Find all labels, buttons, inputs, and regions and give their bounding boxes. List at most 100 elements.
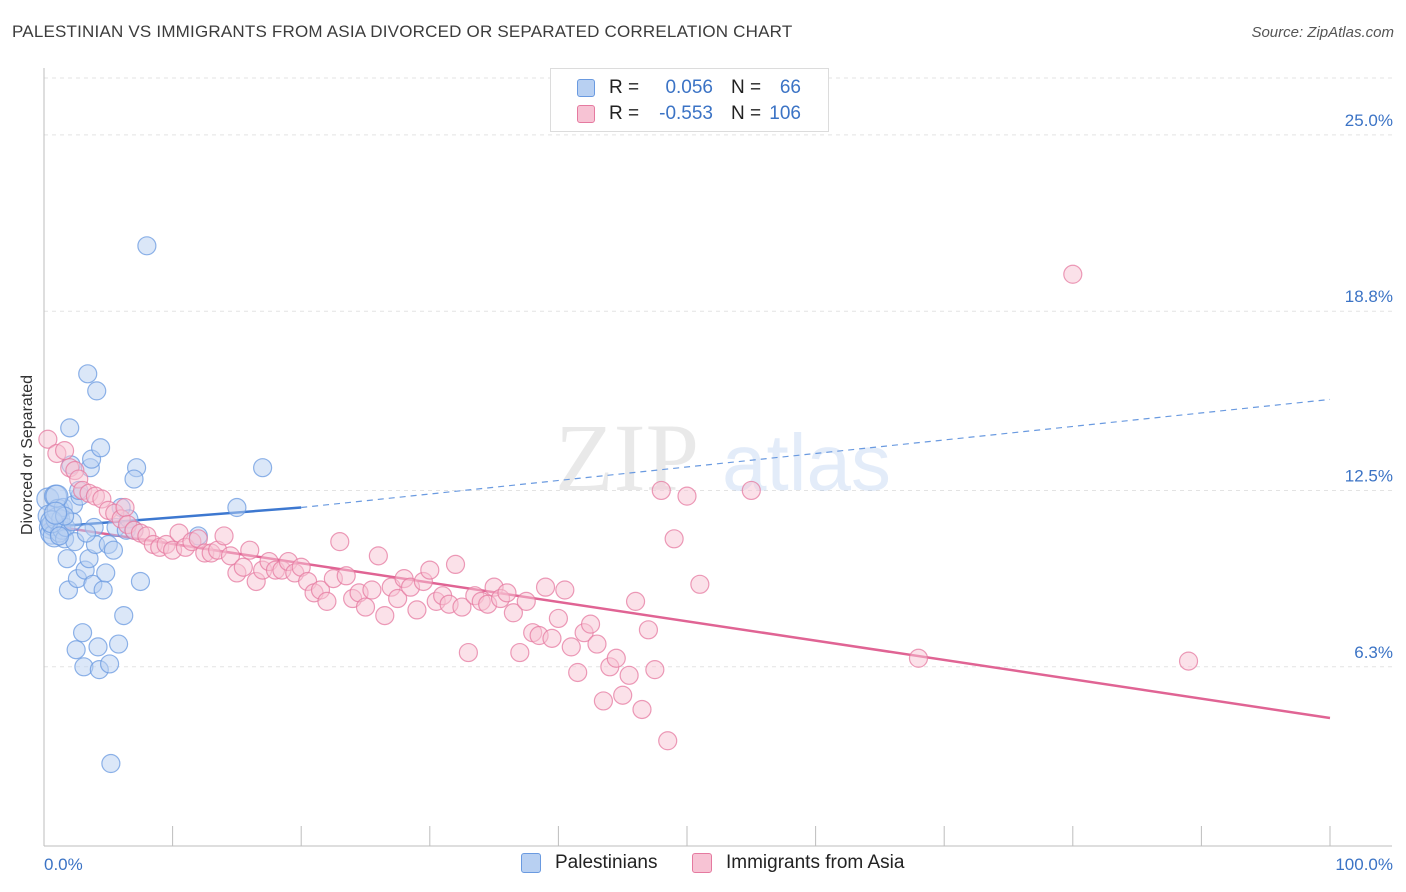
data-points — [36, 236, 1199, 774]
point-immigrants-asia — [388, 588, 408, 609]
point-palestinians — [72, 623, 93, 643]
axes — [43, 68, 1392, 847]
legend-swatch-immigrants-asia — [692, 853, 712, 873]
point-palestinians — [96, 563, 116, 583]
legend-swatch-palestinians — [577, 79, 595, 97]
point-palestinians — [103, 540, 124, 560]
point-immigrants-asia — [632, 699, 652, 720]
point-immigrants-asia — [568, 662, 588, 683]
point-immigrants-asia — [741, 480, 761, 501]
chart-title: PALESTINIAN VS IMMIGRANTS FROM ASIA DIVO… — [12, 22, 793, 41]
y-tick-label: 25.0% — [1345, 111, 1393, 130]
point-immigrants-asia — [677, 486, 697, 506]
point-palestinians — [66, 640, 86, 660]
tick-labels: 6.3% 12.5% 18.8% 25.0% 0.0% 100.0% — [44, 111, 1393, 874]
point-immigrants-asia — [613, 685, 633, 705]
grid-lines — [44, 77, 1392, 668]
legend-label-palestinians: Palestinians — [555, 852, 658, 873]
point-palestinians — [99, 654, 120, 674]
point-palestinians — [253, 458, 273, 478]
point-palestinians — [87, 381, 107, 401]
point-immigrants-asia — [317, 591, 337, 611]
point-immigrants-asia — [54, 441, 75, 461]
point-immigrants-asia — [330, 532, 350, 552]
point-immigrants-asia — [645, 660, 665, 680]
point-immigrants-asia — [651, 480, 671, 501]
point-immigrants-asia — [452, 597, 472, 617]
source-label: Source: ZipAtlas.com — [1251, 24, 1394, 41]
point-immigrants-asia — [1063, 264, 1083, 284]
x-tick-label-start: 0.0% — [44, 855, 83, 874]
point-immigrants-asia — [220, 546, 241, 566]
point-immigrants-asia — [535, 577, 556, 597]
legend-swatch-immigrants-asia — [577, 105, 595, 123]
point-immigrants-asia — [658, 731, 678, 751]
point-palestinians — [137, 236, 157, 256]
point-immigrants-asia — [908, 648, 929, 668]
legend-row-immigrants-asia: R = -0.553 N = 106 — [577, 103, 801, 125]
legend-n-value: 66 — [779, 77, 801, 98]
point-immigrants-asia — [355, 597, 376, 617]
y-tick-label: 6.3% — [1354, 643, 1393, 662]
point-palestinians — [88, 637, 108, 657]
legend-n-value: 106 — [769, 103, 801, 124]
point-immigrants-asia — [593, 691, 614, 711]
point-immigrants-asia — [336, 566, 356, 586]
point-palestinians — [130, 571, 151, 592]
point-immigrants-asia — [561, 637, 581, 657]
legend-n-label: N = — [731, 103, 762, 124]
legend-r-label: R = — [609, 77, 640, 98]
point-immigrants-asia — [555, 580, 575, 600]
watermark-zip: ZIP — [555, 404, 699, 511]
point-immigrants-asia — [233, 557, 253, 577]
legend-r-label: R = — [609, 103, 640, 124]
point-immigrants-asia — [548, 608, 569, 629]
legend-n-label: N = — [731, 77, 762, 98]
legend-label-immigrants-asia: Immigrants from Asia — [726, 852, 905, 873]
legend-item-palestinians[interactable]: Palestinians — [521, 852, 657, 874]
point-immigrants-asia — [516, 591, 536, 611]
point-palestinians — [101, 753, 121, 774]
point-immigrants-asia — [38, 429, 58, 449]
point-palestinians — [124, 469, 144, 489]
y-axis-label: Divorced or Separated — [19, 374, 36, 536]
point-palestinians — [90, 438, 111, 458]
point-immigrants-asia — [445, 554, 466, 575]
point-immigrants-asia — [407, 600, 427, 620]
point-immigrants-asia — [368, 546, 388, 566]
y-tick-label: 12.5% — [1345, 466, 1393, 485]
point-palestinians — [43, 501, 68, 525]
point-palestinians — [114, 605, 134, 626]
watermark: ZIP atlas — [555, 404, 891, 511]
point-immigrants-asia — [240, 540, 260, 560]
point-palestinians — [108, 634, 129, 654]
legend-item-immigrants-asia[interactable]: Immigrants from Asia — [692, 852, 904, 874]
point-palestinians — [60, 418, 80, 438]
point-immigrants-asia — [497, 583, 517, 603]
point-immigrants-asia — [690, 574, 710, 594]
point-immigrants-asia — [625, 591, 646, 611]
legend-r-value: -0.553 — [659, 103, 713, 124]
point-immigrants-asia — [587, 634, 607, 654]
trend-line-immigrants-asia — [43, 523, 1331, 720]
x-tick-label-end: 100.0% — [1335, 855, 1393, 874]
point-immigrants-asia — [214, 526, 234, 546]
point-immigrants-asia — [664, 529, 684, 549]
point-immigrants-asia — [503, 603, 523, 623]
point-immigrants-asia — [619, 665, 639, 685]
point-immigrants-asia — [510, 642, 530, 663]
point-immigrants-asia — [362, 580, 382, 600]
legend-row-palestinians: R = 0.056 N = 66 — [577, 77, 801, 99]
point-immigrants-asia — [420, 560, 440, 580]
legend-r-value: 0.056 — [665, 77, 713, 98]
point-immigrants-asia — [580, 614, 601, 634]
point-immigrants-asia — [606, 648, 626, 668]
point-palestinians — [78, 364, 98, 384]
point-palestinians — [57, 549, 77, 569]
point-immigrants-asia — [1178, 651, 1199, 671]
series-legend: Palestinians Immigrants from Asia — [0, 852, 1406, 876]
y-tick-label: 18.8% — [1345, 287, 1393, 306]
trend-line-palestinians-projection — [301, 398, 1331, 509]
point-palestinians — [93, 580, 113, 600]
